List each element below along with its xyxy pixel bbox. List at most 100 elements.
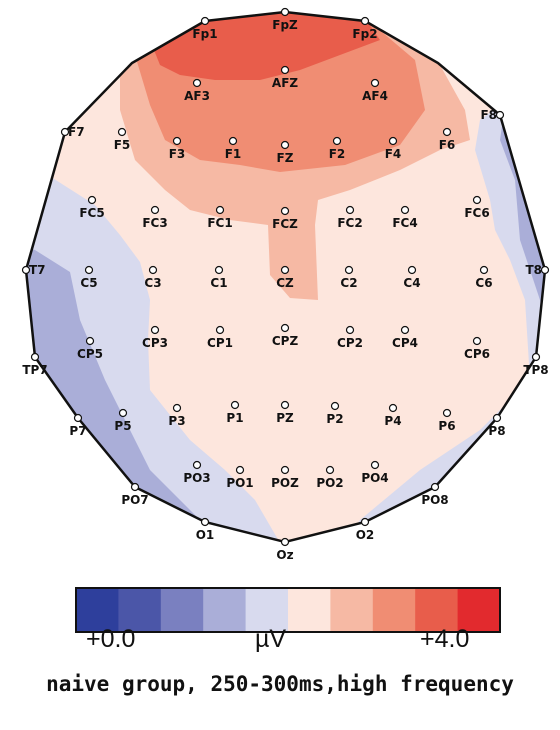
electrode-cpz: CPZ (272, 323, 299, 348)
electrode-label: F5 (114, 138, 131, 152)
field-frontal-dark (150, 12, 380, 80)
colorbar-swatch (245, 588, 289, 632)
electrode-label: C5 (80, 276, 97, 290)
electrode-fz: FZ (277, 140, 294, 165)
electrode-f1: F1 (225, 136, 242, 161)
electrode-label: AF3 (184, 89, 210, 103)
electrode-marker (360, 517, 370, 527)
electrode-c2: C2 (340, 265, 358, 290)
electrode-marker (280, 140, 290, 150)
electrode-label: C3 (144, 276, 161, 290)
electrode-label: CP1 (207, 336, 233, 350)
electrode-c3: C3 (144, 265, 162, 290)
electrode-po4: PO4 (361, 460, 389, 485)
electrode-label: P5 (114, 419, 131, 433)
electrode-marker (280, 537, 290, 547)
electrode-poz: POZ (271, 465, 299, 490)
electrode-p1: P1 (226, 400, 244, 425)
electrode-fpz: FpZ (272, 7, 298, 32)
electrode-p8: P8 (488, 413, 506, 438)
electrode-label: Fp1 (192, 27, 217, 41)
electrode-f3: F3 (169, 136, 186, 161)
electrode-marker (215, 325, 225, 335)
electrode-c4: C4 (403, 265, 421, 290)
electrode-tp8: TP8 (523, 352, 549, 377)
electrode-label: F8 (480, 108, 497, 122)
electrode-label: CPZ (272, 334, 299, 348)
electrode-cp1: CP1 (207, 325, 233, 350)
colorbar-swatch (330, 588, 374, 632)
electrode-fc3: FC3 (142, 205, 168, 230)
electrode-marker (407, 265, 417, 275)
electrode-fc5: FC5 (79, 195, 105, 220)
electrode-marker (370, 78, 380, 88)
electrode-p4: P4 (384, 403, 402, 428)
electrode-label: PO4 (361, 471, 388, 485)
electrode-label: T8 (525, 263, 542, 277)
electrode-marker (531, 352, 541, 362)
electrode-layer: Fp1 FpZ Fp2 AF3 AFZ AF4 F7 F5 F3 F1 FZ F2 F4 F6 F8 FC5 F… (21, 7, 550, 562)
electrode-label: P2 (326, 412, 343, 426)
electrode-label: T7 (29, 263, 46, 277)
electrode-label: C1 (210, 276, 227, 290)
electrode-marker (280, 400, 290, 410)
electrode-label: FC4 (392, 216, 417, 230)
electrode-marker (442, 127, 452, 137)
electrode-label: CP2 (337, 336, 363, 350)
scale-unit-label: µV (255, 625, 287, 653)
scale-min-label: +0.0 (86, 625, 136, 653)
electrode-af4: AF4 (362, 78, 388, 103)
electrode-label: P4 (384, 414, 401, 428)
electrode-marker (200, 517, 210, 527)
electrode-marker (60, 127, 70, 137)
electrode-label: C6 (475, 276, 492, 290)
electrode-label: F1 (225, 147, 242, 161)
electrode-label: C2 (340, 276, 357, 290)
electrode-label: F4 (385, 147, 402, 161)
electrode-label: PO1 (226, 476, 253, 490)
electrode-marker (430, 482, 440, 492)
electrode-po8: PO8 (421, 482, 449, 507)
electrode-marker (84, 265, 94, 275)
electrode-marker (87, 195, 97, 205)
electrode-marker (215, 205, 225, 215)
electrode-marker (325, 465, 335, 475)
electrode-c6: C6 (475, 265, 493, 290)
colorbar-swatch (288, 588, 331, 632)
colorbar-swatch (203, 588, 247, 632)
electrode-label: PO2 (316, 476, 343, 490)
potential-field (26, 12, 545, 542)
electrode-label: FC3 (142, 216, 167, 230)
electrode-label: PO7 (121, 493, 148, 507)
electrode-marker (400, 205, 410, 215)
electrode-label: FC2 (337, 216, 362, 230)
electrode-c5: C5 (80, 265, 98, 290)
electrode-fcz: FCZ (272, 206, 298, 231)
electrode-marker (388, 136, 398, 146)
electrode-label: F3 (169, 147, 186, 161)
electrode-cp2: CP2 (337, 325, 363, 350)
electrode-f7: F7 (60, 125, 85, 139)
electrode-marker (330, 401, 340, 411)
electrode-marker (30, 352, 40, 362)
electrode-marker (479, 265, 489, 275)
electrode-marker (200, 16, 210, 26)
electrode-label: P6 (438, 419, 455, 433)
electrode-label: PZ (276, 411, 294, 425)
electrode-label: FpZ (272, 18, 298, 32)
electrode-label: F7 (68, 125, 85, 139)
electrode-label: CP6 (464, 347, 490, 361)
electrode-label: CP3 (142, 336, 168, 350)
electrode-marker (495, 110, 505, 120)
electrode-t8: T8 (525, 263, 550, 277)
electrode-label: PO8 (421, 493, 448, 507)
electrode-label: AFZ (272, 76, 298, 90)
electrode-marker (192, 78, 202, 88)
electrode-f4: F4 (385, 136, 402, 161)
electrode-marker (344, 265, 354, 275)
electrode-label: C4 (403, 276, 420, 290)
electrode-marker (280, 323, 290, 333)
electrode-marker (117, 127, 127, 137)
electrode-marker (85, 336, 95, 346)
colorbar-swatch (118, 588, 162, 632)
